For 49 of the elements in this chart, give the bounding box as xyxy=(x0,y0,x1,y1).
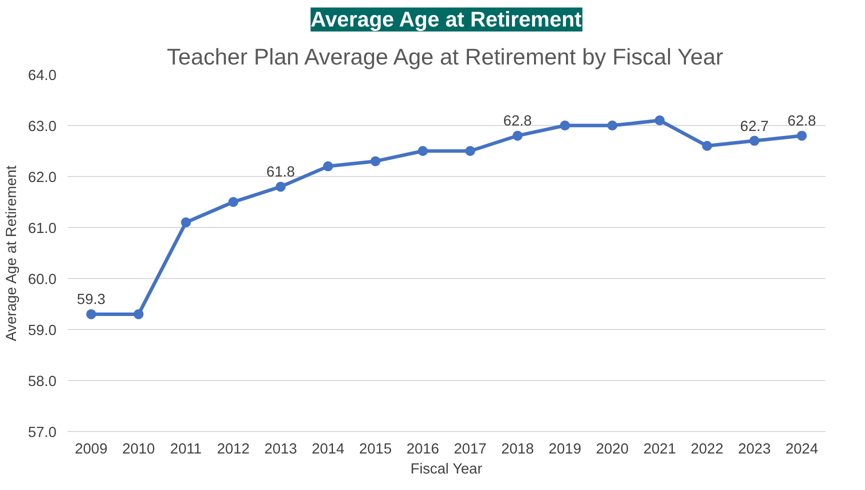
data-label: 62.7 xyxy=(740,118,769,135)
x-tick-label: 2024 xyxy=(786,442,818,458)
y-tick-label: 62.0 xyxy=(28,170,57,186)
x-tick-label: 2023 xyxy=(738,442,771,458)
y-tick-label: 59.0 xyxy=(28,323,57,339)
point xyxy=(702,140,712,151)
point xyxy=(370,156,380,166)
data-label: 59.3 xyxy=(76,292,106,308)
x-tick-label: 2021 xyxy=(643,442,676,458)
point xyxy=(323,161,334,172)
x-tick-label: 2015 xyxy=(359,442,392,458)
chart-subtitle: Teacher Plan Average Age at Retirement by Fiscal Year xyxy=(166,44,724,70)
y-tick-label: 63.0 xyxy=(28,119,57,135)
y-tick-label: 57.0 xyxy=(28,425,57,441)
point xyxy=(134,309,144,320)
point xyxy=(749,136,760,146)
point xyxy=(86,309,96,320)
x-tick-label: 2018 xyxy=(501,442,534,458)
x-tick-label: 2013 xyxy=(264,442,297,458)
point xyxy=(465,146,476,156)
chart-title: Average Age at Retirement xyxy=(310,8,582,32)
x-axis-title: Fiscal Year xyxy=(410,462,482,478)
y-tick-label: 58.0 xyxy=(28,374,57,390)
x-tick-label: 2011 xyxy=(170,442,202,458)
point xyxy=(512,130,523,141)
x-tick-label: 2010 xyxy=(122,442,155,458)
point xyxy=(560,120,570,130)
data-label: 62.8 xyxy=(503,114,532,130)
point xyxy=(418,146,428,156)
point xyxy=(228,197,238,207)
point xyxy=(607,120,618,130)
x-tick-label: 2012 xyxy=(217,442,250,458)
x-tick-label: 2009 xyxy=(74,442,108,458)
data-label: 61.8 xyxy=(266,164,295,181)
x-tick-label: 2020 xyxy=(596,442,629,458)
point xyxy=(654,115,665,126)
data-label: 62.8 xyxy=(788,114,816,130)
point xyxy=(796,130,807,141)
x-tick-label: 2014 xyxy=(312,442,344,458)
point xyxy=(276,182,286,192)
y-tick-label: 64.0 xyxy=(28,68,57,84)
y-tick-label: 61.0 xyxy=(28,221,57,237)
x-tick-label: 2022 xyxy=(690,442,724,458)
y-tick-label: 60.0 xyxy=(28,272,57,288)
point xyxy=(180,217,191,228)
y-axis-title: Average Age at Retirement xyxy=(4,166,20,342)
x-tick-label: 2016 xyxy=(406,442,440,458)
x-tick-label: 2017 xyxy=(454,442,486,458)
x-tick-label: 2019 xyxy=(548,442,582,458)
